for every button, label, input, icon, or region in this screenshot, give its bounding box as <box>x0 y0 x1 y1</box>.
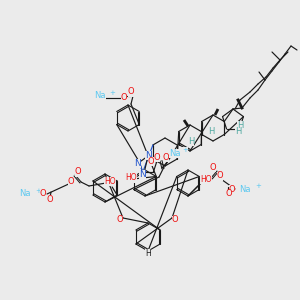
Text: O: O <box>172 215 178 224</box>
Text: O: O <box>117 215 123 224</box>
Text: +: + <box>182 147 188 153</box>
Text: O: O <box>154 152 160 161</box>
Text: H: H <box>235 128 241 136</box>
Text: O: O <box>68 176 74 185</box>
Text: O: O <box>217 172 223 181</box>
Text: O: O <box>40 190 46 199</box>
Text: Na: Na <box>239 184 251 194</box>
Text: H: H <box>237 121 243 130</box>
Text: O: O <box>163 152 169 161</box>
Text: O: O <box>226 190 232 199</box>
Text: +: + <box>255 183 261 189</box>
Text: O: O <box>148 157 154 166</box>
Text: HO: HO <box>104 176 116 185</box>
Text: O: O <box>210 163 216 172</box>
Text: H: H <box>145 248 151 257</box>
Text: O: O <box>229 184 235 194</box>
Text: O: O <box>128 88 134 97</box>
Text: HO: HO <box>200 175 212 184</box>
Text: Na: Na <box>19 190 31 199</box>
Text: H: H <box>208 128 214 136</box>
Text: +: + <box>35 188 41 194</box>
Text: N: N <box>139 170 146 179</box>
Text: N: N <box>134 159 141 168</box>
Text: HO: HO <box>125 173 137 182</box>
Text: Na: Na <box>94 92 106 100</box>
Text: +: + <box>109 90 115 96</box>
Text: O: O <box>47 194 53 203</box>
Text: O: O <box>121 94 127 103</box>
Text: N: N <box>145 151 152 160</box>
Text: Na: Na <box>169 148 181 158</box>
Text: H: H <box>188 136 194 146</box>
Text: O: O <box>75 167 81 176</box>
